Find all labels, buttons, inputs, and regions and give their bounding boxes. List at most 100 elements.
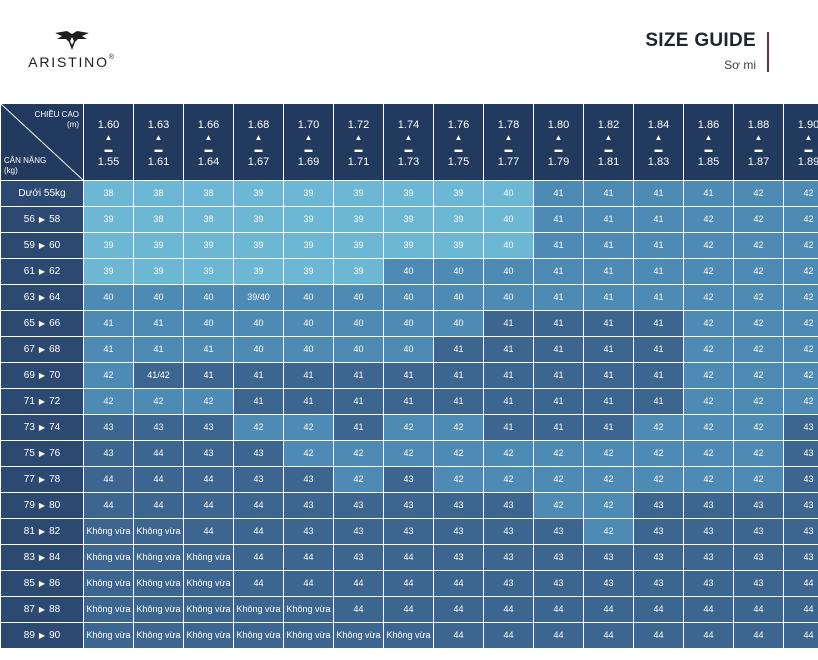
size-cell: Không vừa <box>283 622 334 649</box>
size-cell: 38 <box>183 206 234 233</box>
size-cell: 42 <box>733 206 784 233</box>
size-cell: 43 <box>433 518 484 545</box>
table-body: Dưới 55kg 38 38 38 39 39 39 39 39 40 41 41 41 41 42 42 5… <box>0 180 818 649</box>
size-cell: 42 <box>733 232 784 259</box>
table-row: 67 ▶ 68 41 41 41 40 40 40 40 41 41 41 41 41 42 42 42 <box>0 336 818 363</box>
size-cell: 42 <box>733 388 784 415</box>
size-cell: 41 <box>633 284 684 311</box>
size-cell: 42 <box>733 310 784 337</box>
size-cell: 42 <box>533 492 584 519</box>
size-cell: 42 <box>583 440 634 467</box>
size-cell: 44 <box>183 492 234 519</box>
size-cell: Không vừa <box>133 570 184 597</box>
size-cell: 39 <box>83 258 134 285</box>
size-cell: 39 <box>333 232 384 259</box>
table-row: 83 ▶ 84 Không vừa Không vừa Không vừa 44 44 43 44… <box>0 544 818 571</box>
size-cell: 44 <box>233 570 284 597</box>
size-cell: 42 <box>683 466 734 493</box>
weight-to: 64 <box>49 292 61 303</box>
size-cell: 43 <box>583 570 634 597</box>
size-cell: 41 <box>633 336 684 363</box>
size-cell: 44 <box>133 440 184 467</box>
size-cell: 42 <box>733 336 784 363</box>
weight-to: 84 <box>49 552 61 563</box>
play-arrow-icon: ▶ <box>38 501 46 510</box>
size-cell: 42 <box>383 440 434 467</box>
size-cell: 41 <box>383 362 434 389</box>
height-max: 1.63 <box>147 118 170 131</box>
size-cell: 42 <box>683 232 734 259</box>
weight-from: 56 <box>23 214 35 225</box>
size-cell: 39 <box>283 258 334 285</box>
size-cell: 38 <box>183 180 234 207</box>
size-cell: 43 <box>483 492 534 519</box>
size-cell: 41 <box>633 310 684 337</box>
play-arrow-icon: ▶ <box>38 449 46 458</box>
size-cell: 40 <box>283 310 334 337</box>
weight-row-header: 63 ▶ 64 <box>0 284 84 311</box>
weight-row-header: 56 ▶ 58 <box>0 206 84 233</box>
size-cell: 43 <box>83 440 134 467</box>
table-corner: CHIỀU CAO (m) CÂN NẶNG (kg) <box>0 103 84 181</box>
size-cell: 40 <box>483 180 534 207</box>
size-cell: 44 <box>683 596 734 623</box>
size-cell: 44 <box>333 570 384 597</box>
size-cell: 42 <box>733 180 784 207</box>
height-max: 1.72 <box>347 118 370 131</box>
size-cell: 41 <box>533 336 584 363</box>
weight-row-header: 89 ▶ 90 <box>0 622 84 649</box>
size-cell: 42 <box>683 258 734 285</box>
height-min: 1.87 <box>747 155 770 168</box>
size-cell: 43 <box>783 414 818 441</box>
size-cell: 41 <box>583 414 634 441</box>
size-cell: 44 <box>83 466 134 493</box>
size-cell: Không vừa <box>183 622 234 649</box>
size-cell: Không vừa <box>83 518 134 545</box>
table-row: 79 ▶ 80 44 44 44 44 43 43 43 43 43 42 42 43 43 43 43 <box>0 492 818 519</box>
weight-to: 90 <box>49 630 61 641</box>
size-cell: 41 <box>483 362 534 389</box>
size-cell: 41 <box>483 414 534 441</box>
size-cell: 44 <box>633 596 684 623</box>
height-min: 1.61 <box>147 155 170 168</box>
weight-from: 85 <box>23 578 35 589</box>
size-cell: 40 <box>433 284 484 311</box>
size-cell: 42 <box>533 466 584 493</box>
size-cell: 41 <box>683 180 734 207</box>
size-cell: 41 <box>333 362 384 389</box>
size-cell: 39 <box>83 232 134 259</box>
size-cell: 41 <box>483 310 534 337</box>
size-cell: 43 <box>733 570 784 597</box>
size-table: CHIỀU CAO (m) CÂN NẶNG (kg) 1.60 ▲ ▬ 1.55 1.… <box>0 103 818 649</box>
height-column-header: 1.82 ▲ ▬ 1.81 <box>583 103 634 181</box>
size-cell: 41 <box>483 336 534 363</box>
play-arrow-icon: ▶ <box>38 527 46 536</box>
weight-row-header: 61 ▶ 62 <box>0 258 84 285</box>
weight-row-header: 87 ▶ 88 <box>0 596 84 623</box>
weight-from: 71 <box>23 396 35 407</box>
weight-from: 79 <box>23 500 35 511</box>
size-cell: 42 <box>683 388 734 415</box>
size-cell: 42 <box>683 310 734 337</box>
size-cell: Không vừa <box>283 596 334 623</box>
size-cell: 43 <box>733 492 784 519</box>
height-max: 1.60 <box>97 118 120 131</box>
size-cell: 38 <box>133 180 184 207</box>
size-cell: 43 <box>533 518 584 545</box>
weight-row-header: 59 ▶ 60 <box>0 232 84 259</box>
table-row: 75 ▶ 76 43 44 43 43 42 42 42 42 42 42 42 42 42 42 43 <box>0 440 818 467</box>
size-cell: 42 <box>783 258 818 285</box>
size-cell: 43 <box>633 570 684 597</box>
weight-label: Dưới 55kg <box>18 188 66 199</box>
size-cell: 39 <box>283 180 334 207</box>
play-arrow-icon: ▶ <box>38 397 46 406</box>
size-cell: 42 <box>533 440 584 467</box>
size-cell: 44 <box>383 570 434 597</box>
weight-from: 69 <box>23 370 35 381</box>
size-cell: 43 <box>483 570 534 597</box>
size-cell: 42 <box>583 466 634 493</box>
weight-from: 89 <box>23 630 35 641</box>
size-cell: 41 <box>633 206 684 233</box>
size-cell: Không vừa <box>183 596 234 623</box>
triangle-up-icon: ▲ ▬ <box>404 132 413 154</box>
